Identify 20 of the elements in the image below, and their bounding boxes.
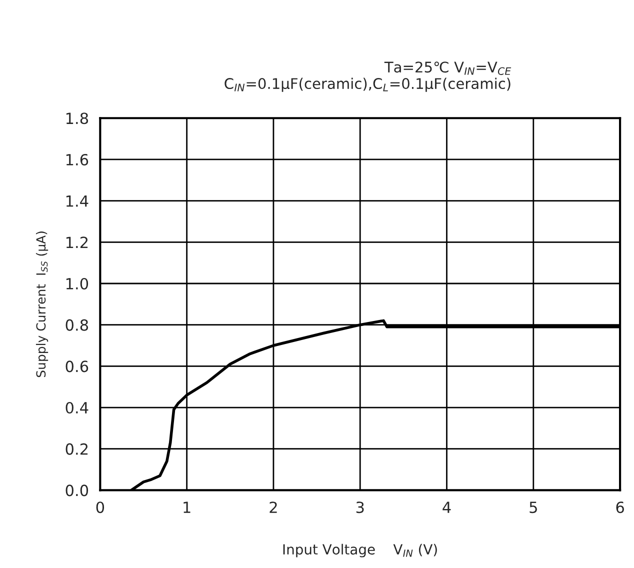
y-tick-label: 0.2 [66,443,88,455]
y-tick-label: 1.0 [66,278,88,290]
y-tick-label: 1.8 [66,112,88,124]
y-tick-label: 0.6 [66,360,88,372]
x-tick-label: 0 [96,502,104,514]
y-axis-title: Supply Current I$_{SS}$ (μA) [36,232,48,378]
y-tick-label: 0.4 [66,402,88,414]
y-tick-label: 1.6 [66,154,88,166]
x-tick-label: 5 [530,502,537,514]
y-tick-label: 1.4 [66,195,88,207]
x-tick-label: 4 [442,502,451,513]
x-tick-label: 2 [270,502,277,513]
x-tick-label: 6 [616,502,624,514]
y-tick-label: 0.0 [66,484,88,496]
y-tick-label: 1.2 [66,236,88,248]
x-tick-label: 3 [356,502,364,514]
y-tick-label: 0.8 [66,319,88,331]
x-axis-title: Input Voltage V$_{IN}$ (V) [283,544,437,558]
text: Ta=25℃ V$_{IN}$=V$_{CE}$ C$_{IN}$=0.1μF(ceramic),C$_{L}$=0.1μF(ceramic) [224,62,512,92]
x-tick-label: 1 [184,502,190,513]
